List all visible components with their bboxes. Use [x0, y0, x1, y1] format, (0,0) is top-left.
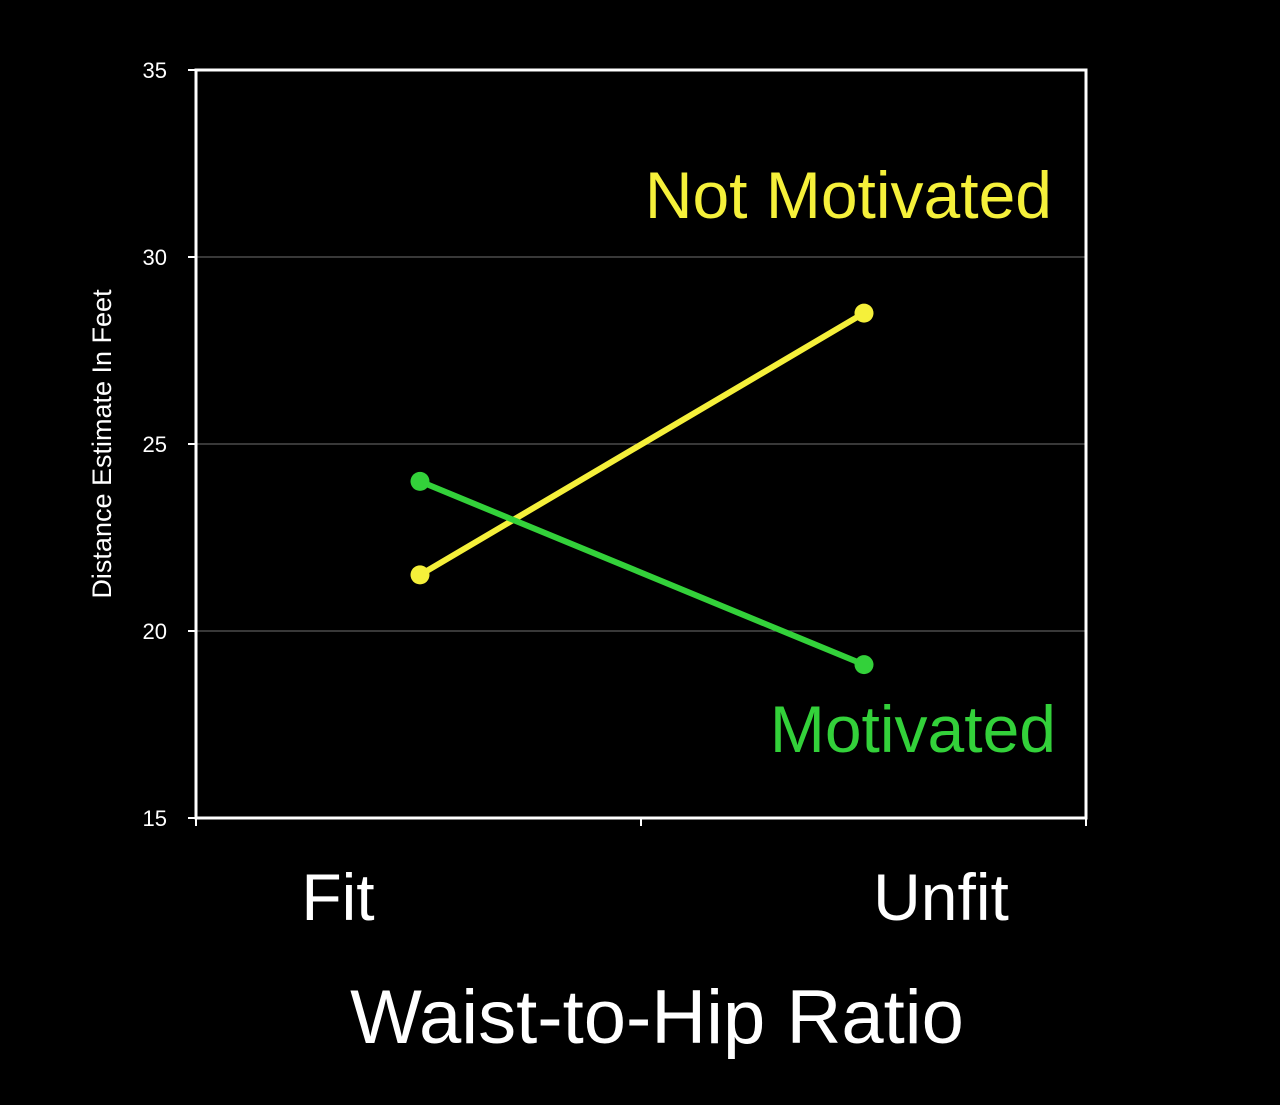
- x-category-label-fit: Fit: [301, 860, 374, 934]
- data-point-motivated-fit: [410, 471, 430, 491]
- series-line-not-motivated: [417, 310, 867, 578]
- y-tick-label-15: 15: [143, 806, 167, 831]
- y-tick-label-30: 30: [143, 245, 167, 270]
- series-label-not-motivated: Not Motivated: [645, 158, 1052, 232]
- x-axis-ticks: [195, 818, 1087, 826]
- series-line-motivated: [417, 478, 867, 668]
- series-label-motivated: Motivated: [770, 692, 1056, 766]
- y-tick-label-35: 35: [143, 58, 167, 83]
- data-point-not-motivated-fit: [410, 565, 430, 585]
- y-axis-ticks: 15 20 25 30 35: [143, 58, 196, 831]
- x-axis-title: Waist-to-Hip Ratio: [350, 975, 964, 1060]
- x-category-label-unfit: Unfit: [873, 860, 1009, 934]
- series-lines: [410, 303, 874, 675]
- y-tick-label-25: 25: [143, 432, 167, 457]
- y-axis-title: Distance Estimate In Feet: [87, 289, 117, 599]
- y-tick-label-20: 20: [143, 619, 167, 644]
- data-point-not-motivated-unfit: [854, 303, 874, 323]
- data-point-motivated-unfit: [854, 655, 874, 675]
